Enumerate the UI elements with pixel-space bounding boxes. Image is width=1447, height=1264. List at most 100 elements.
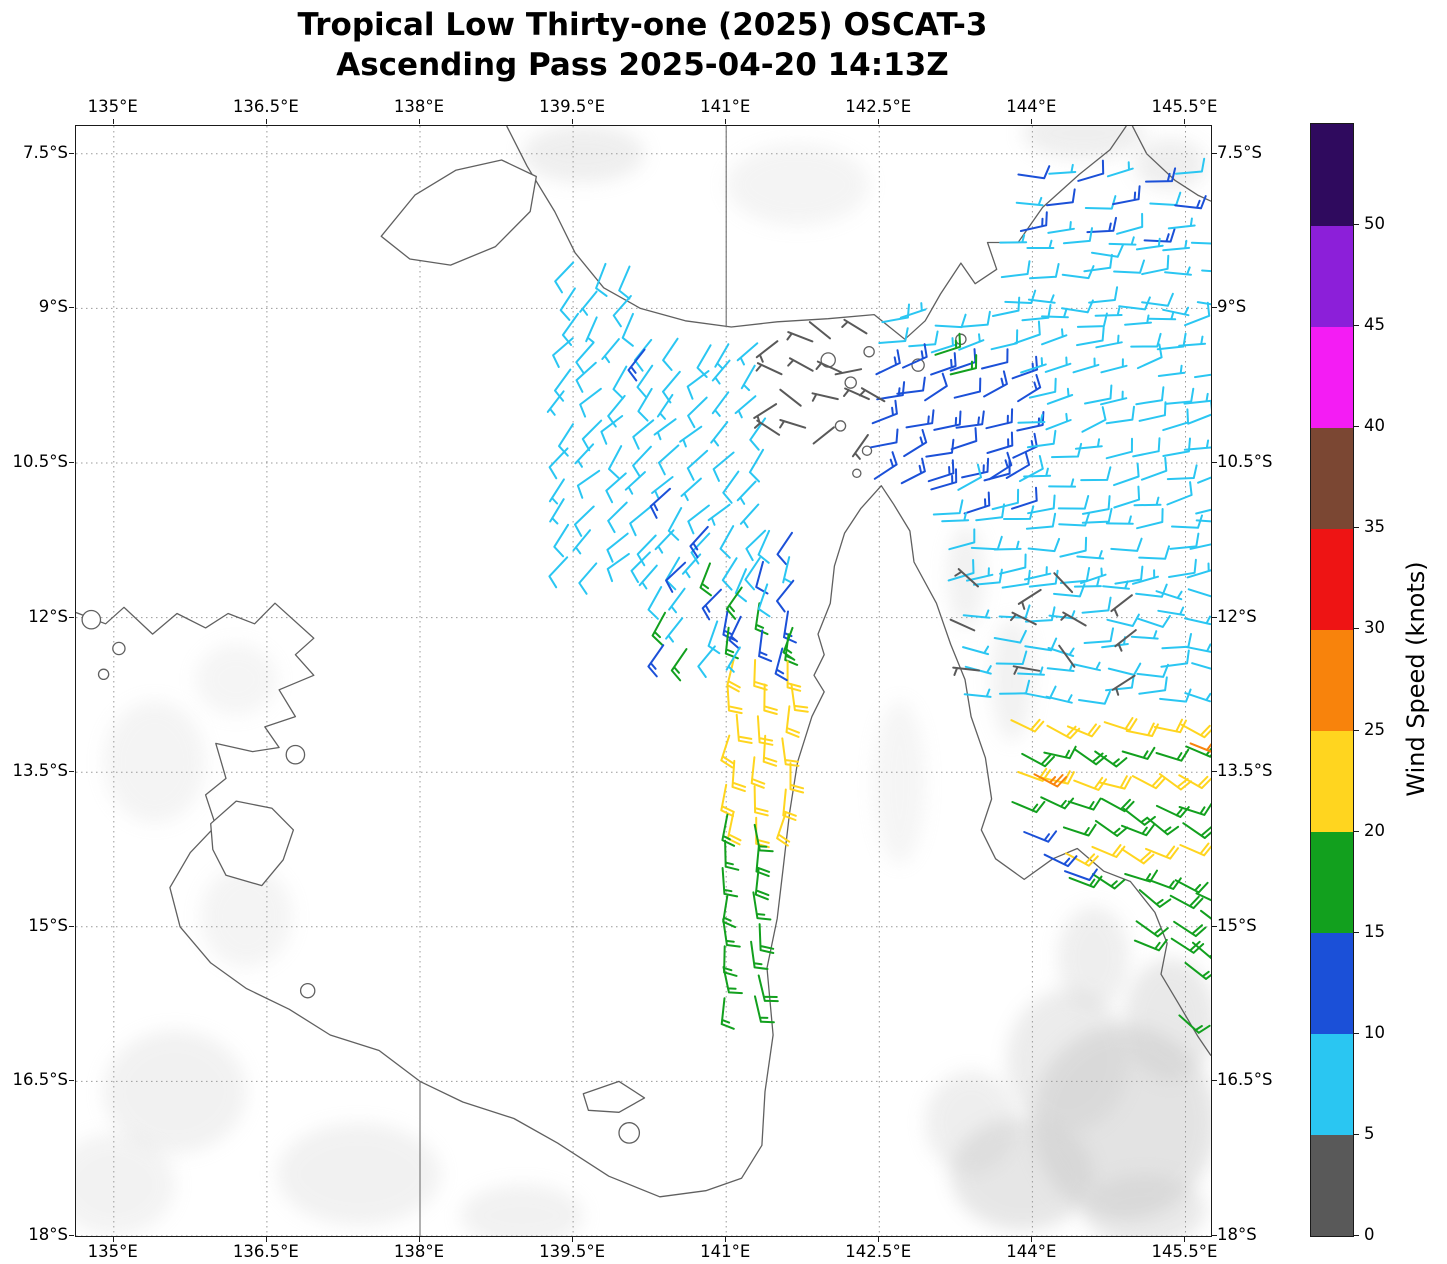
wind-barb: [908, 330, 939, 348]
wind-barb: [1041, 308, 1069, 319]
wind-barb: [1095, 334, 1123, 349]
tick-mark: [1212, 616, 1217, 618]
colorbar-band-30-35: [1311, 528, 1353, 630]
tick-mark: [1184, 1237, 1186, 1242]
wind-barb: [748, 448, 765, 483]
wind-barb: [627, 348, 646, 382]
wind-barb: [1048, 478, 1077, 488]
wind-barb: [1026, 239, 1055, 249]
wind-barb: [783, 610, 797, 644]
wind-barb: [1162, 239, 1191, 252]
wind-barb: [711, 359, 731, 385]
wind-barb: [712, 451, 735, 482]
wind-barb: [600, 415, 624, 445]
wind-barb: [1059, 567, 1091, 584]
wind-barb: [578, 562, 598, 595]
wind-barb: [875, 349, 901, 376]
wind-barb: [721, 557, 738, 591]
wind-barb: [1136, 343, 1163, 370]
wind-barb: [757, 974, 779, 1003]
wind-barb: [1017, 165, 1051, 180]
wind-barb: [719, 525, 735, 559]
wind-barb: [1084, 384, 1113, 405]
tick-mark: [1353, 426, 1359, 428]
tick-mark: [1353, 1235, 1359, 1236]
wind-barb: [1017, 666, 1045, 676]
tick-mark: [572, 119, 574, 124]
wind-barb: [1083, 253, 1113, 273]
wind-barb: [1138, 889, 1172, 908]
wind-barb: [776, 531, 793, 566]
wind-barb: [1076, 326, 1105, 347]
wind-barb: [1080, 567, 1107, 585]
wind-barb: [1124, 314, 1152, 326]
wind-barb: [903, 429, 928, 458]
y-tick-label: 9°S: [38, 297, 68, 317]
tick-mark: [572, 1237, 574, 1242]
wind-barb: [1157, 606, 1185, 616]
tick-mark: [69, 307, 74, 309]
wind-barb: [757, 583, 771, 618]
wind-barb: [930, 468, 958, 491]
wind-barb: [1162, 306, 1190, 317]
figure-title-line1: Tropical Low Thirty-one (2025) OSCAT-3: [297, 7, 988, 43]
wind-barb: [1027, 537, 1061, 553]
tick-mark: [1212, 307, 1217, 309]
wind-barb: [1094, 306, 1123, 317]
wind-barb: [961, 457, 990, 479]
wind-barb: [1136, 508, 1164, 530]
tick-mark: [1353, 325, 1359, 327]
wind-barb: [902, 343, 928, 369]
wind-barb: [1195, 519, 1211, 523]
wind-barb: [1178, 802, 1211, 816]
x-tick-label: 136.5°E: [232, 1242, 299, 1261]
wind-barb: [736, 342, 759, 366]
wind-barb: [1017, 413, 1046, 424]
wind-barb: [1159, 688, 1192, 703]
wind-barb: [962, 645, 990, 656]
wind-barb: [1113, 485, 1141, 509]
wind-barb: [1108, 236, 1137, 246]
wind-barb: [952, 666, 981, 676]
wind-barb: [754, 419, 781, 436]
wind-barb: [1155, 590, 1183, 601]
x-tick-label: 145.5°E: [1151, 1242, 1218, 1261]
wind-barb: [689, 525, 709, 559]
wind-barb: [873, 451, 898, 480]
wind-barb: [1091, 844, 1126, 858]
tick-mark: [1212, 152, 1217, 154]
tick-mark: [112, 119, 114, 124]
wind-barb: [1112, 185, 1141, 206]
wind-barb: [1011, 800, 1046, 814]
small-island: [861, 445, 873, 456]
wind-barb: [1162, 408, 1189, 432]
wind-barb: [881, 303, 910, 324]
wind-barb: [1072, 357, 1100, 374]
wind-barb: [662, 337, 679, 371]
wind-barb: [1017, 588, 1042, 610]
wind-barb: [629, 505, 652, 537]
wind-barb: [932, 499, 964, 516]
wind-barb: [744, 557, 761, 591]
wind-barb: [632, 445, 652, 478]
wind-barb: [787, 357, 814, 372]
wind-barb: [1001, 569, 1031, 589]
wind-barb: [665, 617, 684, 643]
x-tick-label: 139.5°E: [539, 1242, 606, 1261]
wind-barb: [722, 470, 740, 504]
wind-barb: [1000, 260, 1031, 279]
wind-barb: [1121, 823, 1155, 837]
wind-barb: [653, 418, 677, 441]
wind-barb: [554, 261, 575, 294]
wind-barb: [1178, 335, 1207, 347]
wind-barb: [975, 503, 1005, 522]
wind-barb: [934, 313, 967, 329]
wind-barb: [1184, 961, 1211, 980]
wind-barb: [1124, 869, 1158, 883]
wind-barb: [1106, 613, 1140, 627]
colorbar-band-45-50: [1311, 225, 1353, 327]
wind-barb: [779, 388, 802, 407]
wind-barb: [1166, 464, 1198, 481]
wind-barb: [927, 459, 955, 483]
tick-mark: [69, 771, 74, 773]
